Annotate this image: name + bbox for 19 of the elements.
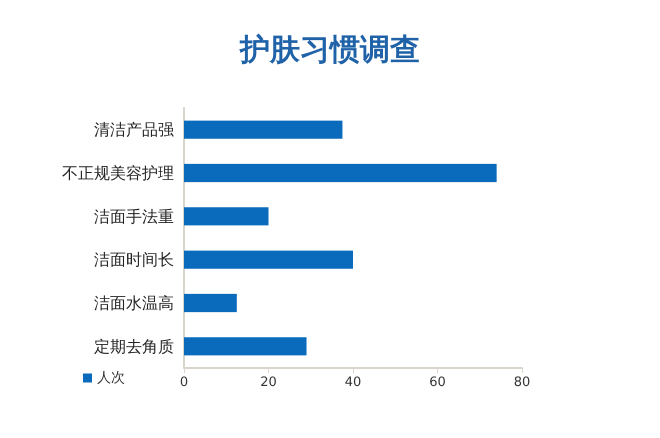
y-tick-label: 洁面水温高	[94, 294, 174, 312]
bar	[184, 120, 342, 139]
y-tick-label: 不正规美容护理	[62, 164, 174, 182]
x-tick-label: 0	[180, 375, 188, 390]
y-tick-label: 洁面时间长	[94, 250, 174, 270]
bar	[184, 337, 307, 356]
y-tick-label: 清洁产品强	[94, 120, 174, 140]
bar	[184, 294, 237, 312]
y-tick-label: 洁面手法重	[94, 206, 174, 226]
bar	[184, 207, 268, 226]
x-tick-label: 40	[344, 375, 362, 390]
y-tick-label: 定期去角质	[94, 336, 174, 356]
x-tick-label: 60	[429, 375, 446, 390]
legend-label: 人次	[97, 370, 125, 386]
bar	[184, 250, 353, 269]
x-tick-label: 80	[514, 375, 530, 390]
bar	[184, 164, 497, 182]
chart-title: 护肤习惯调查	[239, 32, 420, 68]
x-tick-label: 20	[260, 375, 277, 390]
